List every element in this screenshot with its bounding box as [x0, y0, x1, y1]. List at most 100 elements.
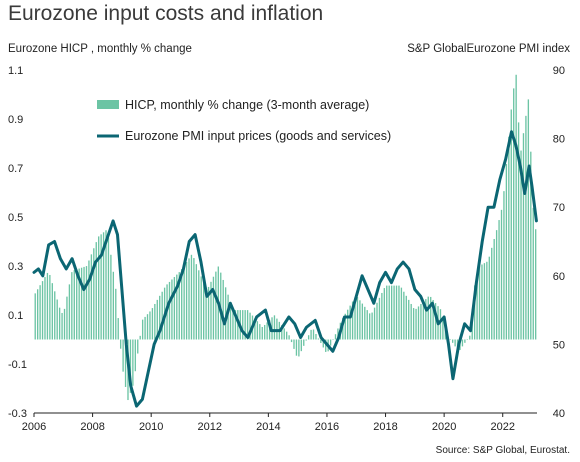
hicp-bar [195, 264, 198, 340]
hicp-bar [493, 238, 495, 340]
hicp-bar [449, 339, 451, 340]
hicp-bar [234, 310, 237, 340]
hicp-bar [293, 339, 295, 349]
x-tick-label: 2020 [432, 421, 456, 433]
hicp-bar [454, 339, 456, 347]
hicp-bar [168, 281, 171, 340]
y-left-tick-label: 0.1 [8, 310, 23, 322]
hicp-bar [483, 263, 486, 340]
y-left-tick-label: 0.7 [8, 163, 23, 175]
hicp-bar [68, 284, 71, 340]
hicp-bar [178, 272, 180, 340]
hicp-bar [386, 285, 388, 340]
hicp-bar [288, 335, 290, 340]
pmi-input-prices-line [32, 130, 538, 408]
hicp-bar [102, 232, 105, 340]
hicp-bar [286, 331, 288, 340]
hicp-bar [207, 286, 210, 340]
y-right-tick-label: 60 [553, 271, 565, 283]
hicp-bar [149, 311, 151, 340]
hicp-bar [412, 308, 415, 340]
hicp-bar [144, 316, 146, 340]
hicp-bar [369, 313, 371, 340]
hicp-bar [535, 229, 537, 340]
hicp-bar [351, 301, 354, 340]
hicp-bar [300, 339, 302, 352]
hicp-bar [46, 272, 49, 340]
hicp-bar [476, 275, 478, 340]
hicp-bar [229, 302, 232, 340]
hicp-bar [488, 256, 490, 340]
legend-swatch-hicp [97, 100, 119, 109]
hicp-bar [342, 317, 344, 340]
hicp-bar [66, 296, 68, 340]
hicp-bar [80, 267, 83, 340]
hicp-bar [427, 296, 429, 340]
right-axis-label: S&P GlobalEurozone PMI index [407, 43, 570, 55]
hicp-bar [361, 303, 364, 340]
hicp-bar [41, 281, 44, 340]
hicp-bar [442, 317, 444, 340]
hicp-bar [347, 309, 349, 340]
hicp-bar [183, 265, 185, 340]
hicp-bar [100, 234, 102, 340]
hicp-bar [203, 282, 205, 340]
hicp-bar [378, 297, 381, 340]
hicp-bar [193, 258, 195, 340]
hicp-bar [517, 122, 520, 340]
hicp-bar [159, 295, 161, 340]
hicp-bar [364, 306, 366, 340]
x-tick-label: 2006 [22, 421, 46, 433]
hicp-bar [388, 285, 390, 340]
hicp-bar [322, 339, 324, 348]
hicp-bar [78, 268, 80, 340]
hicp-bar [434, 303, 437, 340]
hicp-bar [36, 289, 39, 340]
hicp-bar [276, 318, 278, 340]
hicp-bar [85, 266, 88, 340]
hicp-bar [505, 163, 508, 340]
x-tick-label: 2014 [256, 421, 280, 433]
hicp-bar [415, 308, 417, 340]
hicp-bar [256, 321, 259, 340]
hicp-bar [464, 339, 466, 343]
hicp-bar [354, 297, 356, 340]
hicp-bar [508, 136, 510, 340]
hicp-bar [98, 236, 100, 340]
hicp-bar [181, 269, 183, 340]
hicp-bar [185, 261, 188, 340]
hicp-bar [107, 237, 110, 340]
hicp-bar [520, 150, 522, 340]
hicp-bar [383, 288, 385, 340]
hicp-bar [478, 265, 481, 340]
hicp-bar [112, 271, 115, 340]
hicp-bar [530, 151, 532, 340]
hicp-bar [295, 339, 298, 356]
hicp-bar [222, 279, 224, 340]
hicp-bar [510, 109, 512, 340]
hicp-bar [171, 279, 173, 340]
hicp-bar [425, 299, 427, 340]
y-left-tick-label: 0.5 [8, 212, 23, 224]
hicp-bar [334, 334, 337, 340]
hicp-bar [381, 292, 383, 340]
x-tick-label: 2008 [80, 421, 104, 433]
hicp-bar [405, 295, 407, 340]
hicp-bar [398, 285, 400, 340]
hicp-bar [532, 207, 534, 340]
hicp-bar [420, 303, 422, 340]
hicp-bar [430, 296, 432, 340]
hicp-bar [44, 277, 46, 340]
hicp-bar [290, 339, 293, 343]
hicp-bar [49, 274, 51, 340]
y-right-tick-label: 80 [553, 134, 565, 146]
x-tick-label: 2012 [198, 421, 222, 433]
hicp-bar [408, 299, 410, 340]
hicp-bar [513, 88, 515, 340]
hicp-bar [156, 299, 158, 340]
hicp-bar [83, 266, 85, 340]
y-left-tick-label: 1.1 [8, 65, 23, 77]
hicp-bar [393, 285, 395, 340]
hicp-bar [390, 285, 393, 340]
hicp-bar [305, 339, 307, 341]
